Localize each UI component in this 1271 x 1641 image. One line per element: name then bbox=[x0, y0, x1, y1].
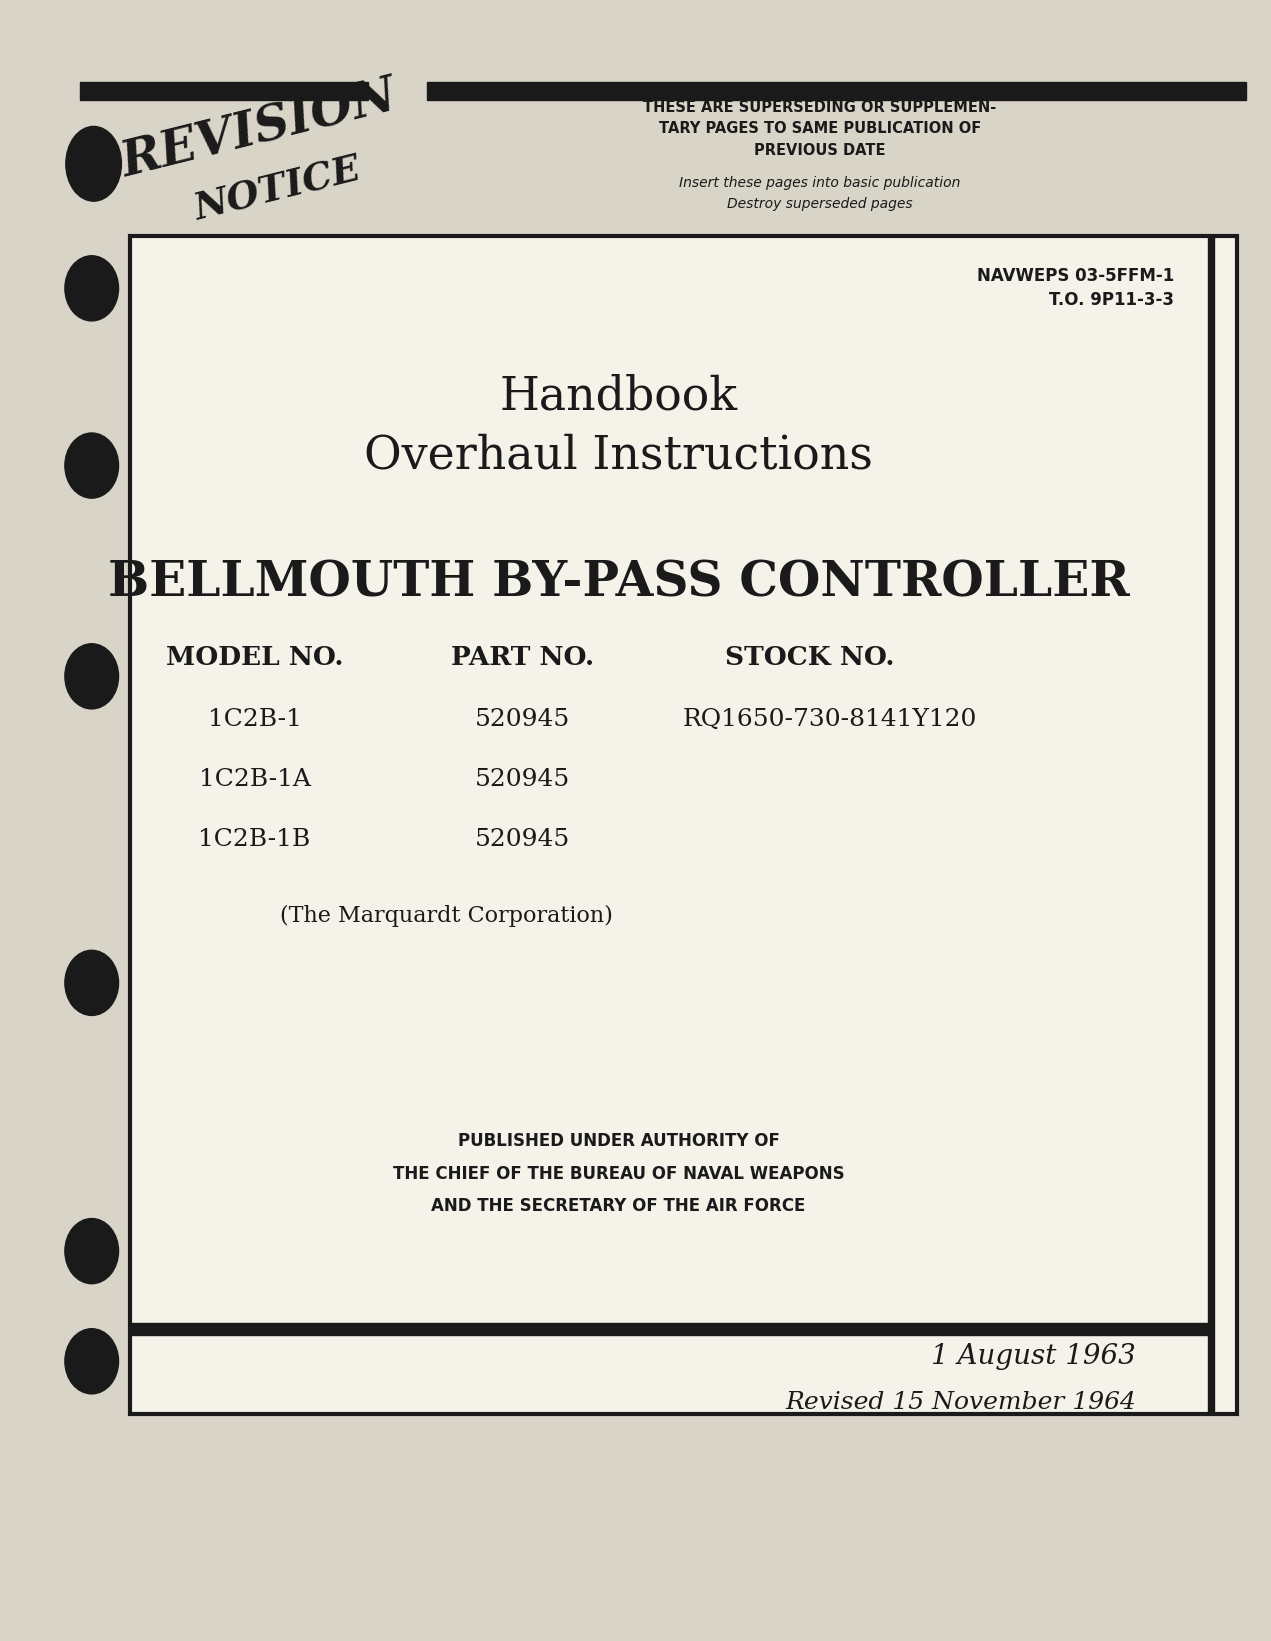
Text: MODEL NO.: MODEL NO. bbox=[165, 645, 343, 670]
Text: 1C2B-1B: 1C2B-1B bbox=[198, 827, 310, 850]
Bar bbox=[130, 236, 1237, 1415]
Ellipse shape bbox=[65, 1329, 118, 1393]
Text: T.O. 9P11-3-3: T.O. 9P11-3-3 bbox=[1050, 290, 1174, 309]
Text: NAVWEPS 03-5FFM-1: NAVWEPS 03-5FFM-1 bbox=[977, 267, 1174, 286]
Bar bbox=[427, 82, 1246, 100]
Text: Overhaul Instructions: Overhaul Instructions bbox=[365, 433, 873, 479]
Text: REVISION: REVISION bbox=[117, 74, 402, 187]
Text: 520945: 520945 bbox=[475, 768, 571, 791]
Text: 520945: 520945 bbox=[475, 707, 571, 730]
Text: THESE ARE SUPERSEDING OR SUPPLEMEN-
TARY PAGES TO SAME PUBLICATION OF
PREVIOUS D: THESE ARE SUPERSEDING OR SUPPLEMEN- TARY… bbox=[643, 100, 996, 158]
Text: 1 August 1963: 1 August 1963 bbox=[932, 1342, 1136, 1370]
Ellipse shape bbox=[65, 433, 118, 499]
Text: PUBLISHED UNDER AUTHORITY OF: PUBLISHED UNDER AUTHORITY OF bbox=[458, 1132, 779, 1150]
Text: BELLMOUTH BY-PASS CONTROLLER: BELLMOUTH BY-PASS CONTROLLER bbox=[108, 560, 1130, 607]
Text: 1C2B-1: 1C2B-1 bbox=[207, 707, 301, 730]
Ellipse shape bbox=[65, 256, 118, 322]
Ellipse shape bbox=[65, 643, 118, 709]
Text: Insert these pages into basic publication
Destroy superseded pages: Insert these pages into basic publicatio… bbox=[679, 176, 961, 210]
Ellipse shape bbox=[66, 126, 122, 202]
Text: Revised 15 November 1964: Revised 15 November 1964 bbox=[785, 1392, 1136, 1415]
Text: NOTICE: NOTICE bbox=[191, 151, 366, 228]
Text: STOCK NO.: STOCK NO. bbox=[726, 645, 895, 670]
Bar bbox=[80, 82, 367, 100]
Ellipse shape bbox=[65, 950, 118, 1016]
Ellipse shape bbox=[65, 1219, 118, 1283]
Text: PART NO.: PART NO. bbox=[451, 645, 595, 670]
Bar bbox=[130, 1323, 1207, 1336]
Bar bbox=[1207, 236, 1215, 1415]
Text: 1C2B-1A: 1C2B-1A bbox=[198, 768, 310, 791]
Text: AND THE SECRETARY OF THE AIR FORCE: AND THE SECRETARY OF THE AIR FORCE bbox=[431, 1196, 806, 1214]
Text: 520945: 520945 bbox=[475, 827, 571, 850]
Text: THE CHIEF OF THE BUREAU OF NAVAL WEAPONS: THE CHIEF OF THE BUREAU OF NAVAL WEAPONS bbox=[393, 1165, 844, 1183]
Text: (The Marquardt Corporation): (The Marquardt Corporation) bbox=[280, 904, 613, 927]
Text: Handbook: Handbook bbox=[500, 374, 737, 418]
Bar bbox=[53, 34, 1271, 241]
Text: RQ1650-730-8141Y120: RQ1650-730-8141Y120 bbox=[683, 707, 976, 730]
